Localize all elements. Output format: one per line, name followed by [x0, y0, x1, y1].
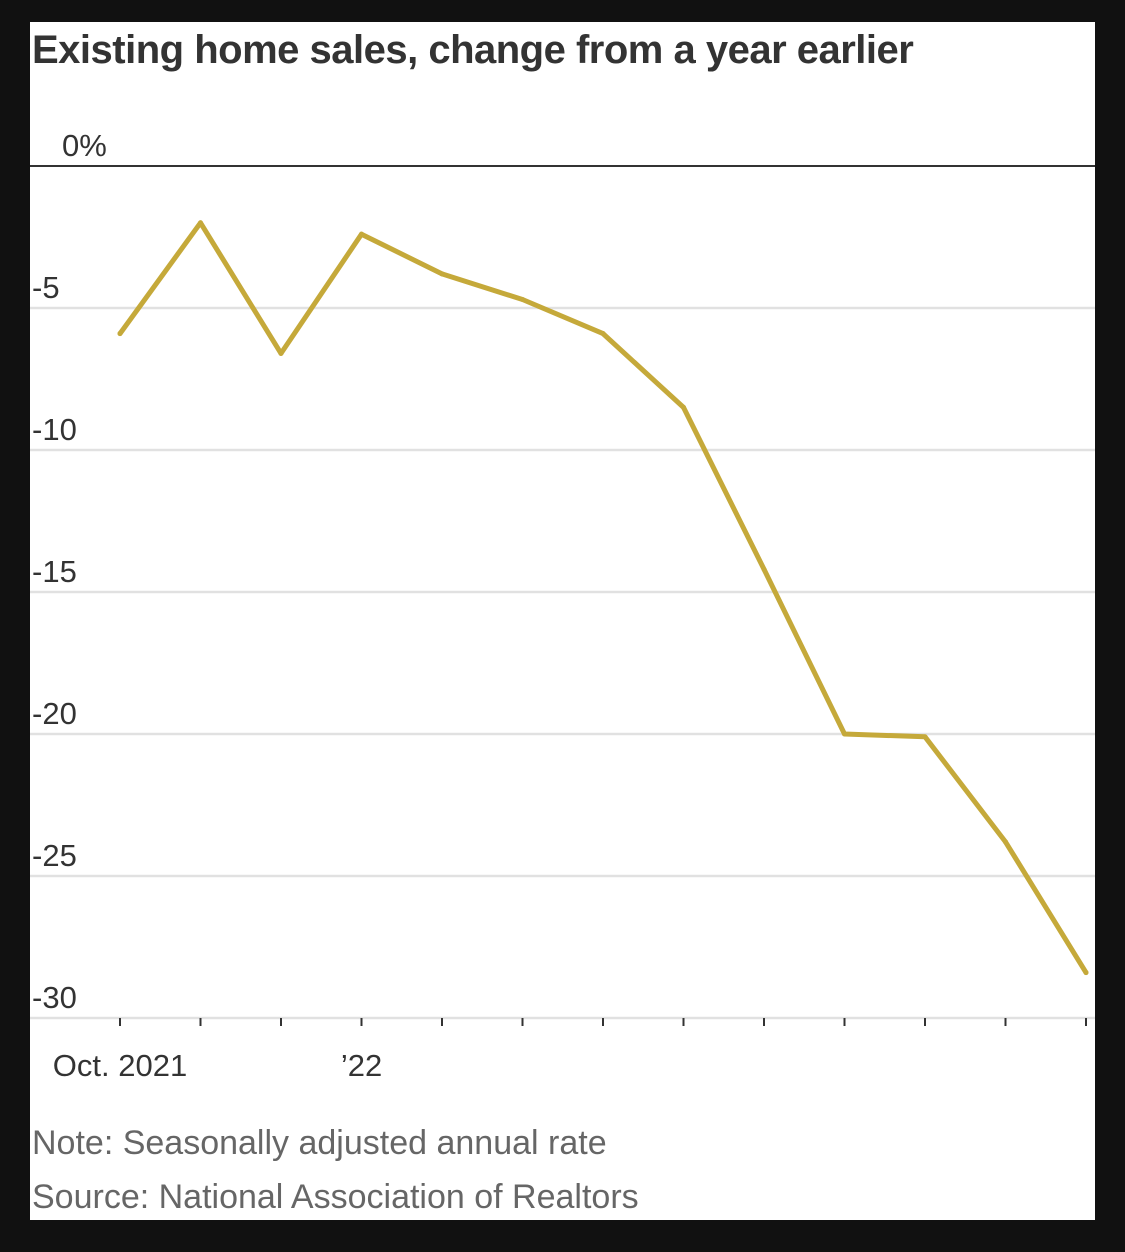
data-point [1003, 839, 1008, 845]
series-layer [117, 220, 1089, 976]
chart-note: Note: Seasonally adjusted annual rate [32, 1124, 607, 1162]
x-axis-ticks: Oct. 2021 ’22 [53, 1018, 1087, 1083]
data-point [600, 331, 606, 337]
data-point [922, 734, 928, 740]
data-point [198, 220, 203, 226]
y-tick-label: -10 [32, 412, 77, 447]
data-point [681, 404, 686, 410]
data-point [359, 231, 364, 237]
y-axis-tick-labels: 0% -5 -10 -15 -20 -25 -30 [32, 128, 107, 1015]
chart-source: Source: National Association of Realtors [32, 1178, 639, 1216]
y-tick-label: -30 [32, 980, 77, 1015]
chart-panel [30, 22, 1095, 1220]
y-tick-label: -25 [32, 838, 77, 873]
data-point [117, 331, 123, 337]
y-tick-label: -5 [32, 270, 60, 305]
data-point [761, 566, 767, 572]
data-point [842, 731, 847, 737]
data-point [520, 296, 525, 302]
y-tick-label: -15 [32, 554, 77, 589]
data-point [278, 350, 284, 356]
data-point [1083, 970, 1089, 976]
gridlines [30, 165, 1095, 1020]
x-tick-label: Oct. 2021 [53, 1048, 187, 1083]
x-tick-label: ’22 [341, 1048, 382, 1083]
data-point [439, 271, 445, 277]
y-tick-label: 0% [62, 128, 107, 163]
y-tick-label: -20 [32, 696, 77, 731]
chart-title: Existing home sales, change from a year … [32, 28, 914, 72]
